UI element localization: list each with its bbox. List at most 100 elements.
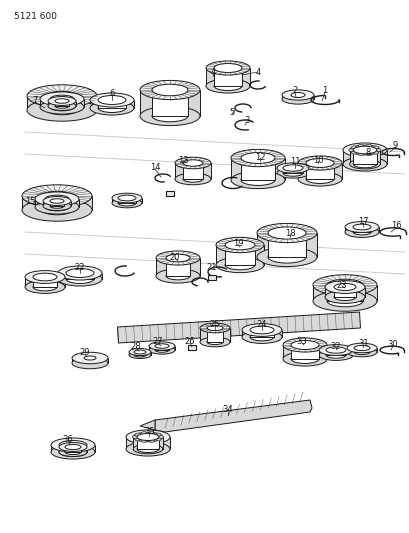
Text: 24: 24 [256, 320, 267, 329]
Ellipse shape [281, 94, 313, 104]
Polygon shape [55, 101, 69, 106]
Polygon shape [241, 330, 281, 337]
Ellipse shape [333, 294, 355, 301]
Polygon shape [200, 328, 229, 342]
Ellipse shape [354, 161, 374, 167]
Ellipse shape [305, 158, 333, 167]
Polygon shape [118, 198, 136, 203]
Text: 4: 4 [255, 68, 260, 77]
Polygon shape [126, 437, 170, 449]
Polygon shape [27, 96, 97, 110]
Ellipse shape [348, 149, 353, 151]
Ellipse shape [90, 93, 134, 107]
Polygon shape [349, 150, 380, 164]
Polygon shape [352, 227, 370, 232]
Ellipse shape [205, 61, 249, 75]
Ellipse shape [22, 199, 92, 221]
Ellipse shape [366, 152, 371, 156]
Text: 33: 33 [296, 337, 307, 346]
Ellipse shape [225, 260, 254, 270]
Ellipse shape [216, 237, 263, 253]
Ellipse shape [66, 269, 94, 278]
Polygon shape [225, 245, 254, 265]
Ellipse shape [141, 439, 146, 442]
Ellipse shape [118, 200, 136, 206]
Ellipse shape [297, 156, 341, 170]
Ellipse shape [55, 99, 69, 103]
Polygon shape [155, 258, 200, 276]
Ellipse shape [342, 157, 386, 171]
Polygon shape [324, 287, 364, 297]
Ellipse shape [241, 324, 281, 336]
Text: 31: 31 [358, 340, 369, 349]
Polygon shape [50, 99, 74, 107]
Ellipse shape [59, 448, 87, 456]
Ellipse shape [137, 433, 159, 440]
Text: 29: 29 [80, 349, 90, 358]
Polygon shape [59, 447, 87, 452]
Text: 30: 30 [387, 341, 397, 350]
Ellipse shape [90, 101, 134, 115]
Polygon shape [166, 190, 173, 196]
Polygon shape [346, 348, 376, 352]
Polygon shape [58, 273, 102, 279]
Ellipse shape [357, 144, 362, 147]
Ellipse shape [352, 224, 370, 230]
Ellipse shape [58, 272, 102, 286]
Text: 11: 11 [289, 157, 299, 166]
Text: 25: 25 [209, 320, 220, 329]
Ellipse shape [155, 438, 161, 441]
Ellipse shape [182, 176, 202, 182]
Ellipse shape [118, 195, 136, 201]
Polygon shape [59, 445, 87, 452]
Polygon shape [43, 201, 71, 206]
Polygon shape [90, 100, 134, 108]
Ellipse shape [318, 350, 352, 360]
Ellipse shape [325, 347, 345, 353]
Ellipse shape [139, 107, 200, 126]
Ellipse shape [344, 227, 378, 237]
Ellipse shape [139, 80, 200, 100]
Ellipse shape [66, 274, 94, 284]
Text: 22: 22 [74, 263, 85, 272]
Ellipse shape [290, 354, 318, 364]
Polygon shape [249, 330, 273, 337]
Text: 28: 28 [130, 343, 141, 351]
Ellipse shape [373, 151, 378, 154]
Polygon shape [65, 447, 81, 452]
Polygon shape [40, 99, 84, 107]
Polygon shape [207, 274, 216, 279]
Ellipse shape [47, 91, 77, 101]
Polygon shape [318, 350, 352, 355]
Ellipse shape [149, 432, 154, 434]
Polygon shape [47, 96, 77, 110]
Text: 13: 13 [177, 156, 188, 165]
Polygon shape [290, 345, 318, 359]
Ellipse shape [40, 92, 84, 106]
Polygon shape [354, 150, 374, 164]
Ellipse shape [134, 350, 146, 354]
Ellipse shape [312, 291, 376, 311]
Ellipse shape [166, 254, 189, 262]
Ellipse shape [59, 448, 87, 456]
Polygon shape [148, 346, 175, 350]
Ellipse shape [353, 345, 369, 351]
Polygon shape [230, 158, 284, 180]
Polygon shape [344, 227, 378, 232]
Text: 27: 27 [152, 337, 163, 346]
Text: 21: 21 [206, 262, 217, 271]
Polygon shape [326, 285, 362, 301]
Ellipse shape [155, 269, 200, 283]
Polygon shape [139, 90, 200, 116]
Polygon shape [175, 163, 211, 179]
Polygon shape [129, 352, 151, 355]
Ellipse shape [155, 433, 161, 436]
Ellipse shape [148, 346, 175, 354]
Ellipse shape [51, 438, 95, 452]
Ellipse shape [25, 280, 65, 293]
Ellipse shape [349, 159, 380, 169]
Polygon shape [72, 358, 108, 363]
Ellipse shape [200, 337, 229, 347]
Polygon shape [66, 273, 94, 279]
Ellipse shape [65, 449, 81, 455]
